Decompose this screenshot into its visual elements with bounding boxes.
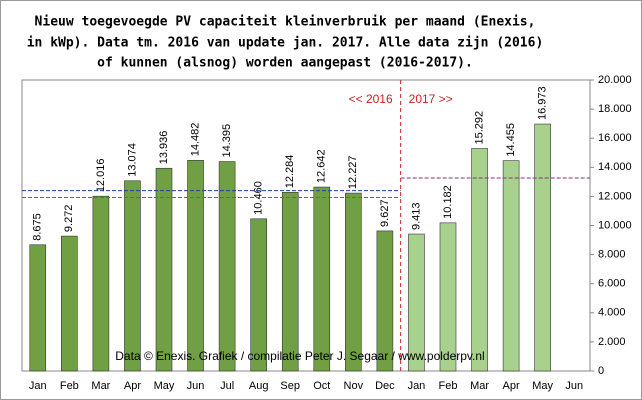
annotation: Data © Enexis. Grafiek / compilatie Pete… [115, 349, 484, 363]
x-tick-label: Apr [124, 380, 141, 392]
y-tick-label: 12.000 [598, 190, 632, 202]
bar [218, 161, 236, 372]
value-label: 15.292 [473, 111, 485, 145]
value-label: 12.284 [284, 155, 296, 189]
bar [29, 244, 47, 372]
x-tick-label: Mar [470, 380, 489, 392]
chart-title: in kWp). Data tm. 2016 van update jan. 2… [27, 36, 544, 51]
bar [281, 191, 299, 372]
y-tick-label: 6.000 [598, 278, 626, 290]
value-label: 14.395 [221, 124, 233, 158]
chart-title: Nieuw toegevoegde PV capaciteit kleinver… [35, 15, 536, 30]
value-label: 8.675 [32, 213, 44, 241]
value-label: 13.936 [158, 131, 170, 165]
plot-area [21, 79, 591, 372]
bar [250, 218, 267, 372]
x-tick-label: Oct [313, 380, 330, 392]
value-label: 10.182 [442, 185, 454, 219]
y-tick-label: 20.000 [598, 74, 632, 86]
y-tick-label: 2.000 [598, 336, 626, 348]
x-tick-label: Aug [249, 380, 269, 392]
x-tick-label: Feb [60, 380, 79, 392]
bar [92, 195, 110, 372]
y-tick-label: 0 [598, 365, 604, 377]
value-label: 12.016 [95, 159, 107, 193]
x-tick-label: Mar [91, 380, 110, 392]
value-label: 9.627 [379, 199, 391, 227]
y-tick-label: 16.000 [598, 132, 632, 144]
value-label: 14.455 [505, 123, 517, 157]
x-tick-label: May [532, 380, 553, 392]
bar [155, 167, 173, 372]
bar [187, 159, 204, 372]
y-tick-label: 4.000 [598, 307, 626, 319]
x-tick-label: Dec [375, 380, 395, 392]
x-tick-label: Apr [503, 380, 520, 392]
bar [313, 186, 331, 372]
bar [502, 160, 520, 372]
bar [471, 148, 488, 372]
y-tick-label: 10.000 [598, 219, 632, 231]
bar [124, 180, 141, 372]
value-label: 16.973 [537, 86, 549, 120]
y-tick-label: 8.000 [598, 249, 626, 261]
value-label: 12.227 [347, 155, 359, 189]
bar [61, 235, 78, 372]
x-tick-label: Sep [280, 380, 300, 392]
value-label: 13.074 [126, 143, 138, 177]
bar [408, 233, 425, 372]
x-tick-label: Jan [408, 380, 426, 392]
x-tick-label: Feb [439, 380, 458, 392]
bar [345, 192, 362, 372]
bar [376, 230, 394, 372]
x-tick-label: Jun [565, 380, 583, 392]
annotation: 2017 >> [409, 92, 453, 106]
x-tick-label: Nov [344, 380, 364, 392]
x-tick-label: Jan [29, 380, 47, 392]
value-label: 12.642 [316, 149, 328, 183]
x-tick-label: May [154, 380, 175, 392]
bar [534, 123, 551, 372]
annotation: << 2016 [349, 92, 393, 106]
value-label: 9.272 [63, 205, 75, 233]
x-tick-label: Jun [187, 380, 205, 392]
bar [439, 222, 457, 372]
y-tick-label: 14.000 [598, 161, 632, 173]
chart-title: of kunnen (alsnog) worden aangepast (201… [97, 56, 473, 71]
x-tick-label: Jul [220, 380, 234, 392]
y-tick-label: 18.000 [598, 103, 632, 115]
value-label: 14.482 [189, 123, 201, 157]
value-label: 9.413 [410, 203, 422, 231]
